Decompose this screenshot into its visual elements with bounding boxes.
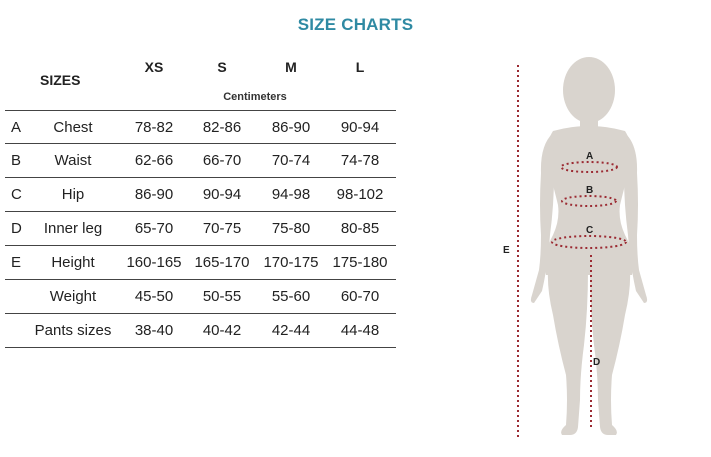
table-cell: 90-94: [340, 119, 380, 136]
column-header-xs: XS: [144, 59, 164, 75]
table-cell: 98-102: [336, 186, 384, 203]
table-header: SIZES XS S M L Centimeters: [5, 52, 396, 110]
label-e: E: [503, 245, 510, 256]
row-label: Hip: [61, 186, 85, 203]
table-cell: 55-60: [271, 288, 311, 305]
table-cell: 94-98: [271, 186, 311, 203]
row-label: Chest: [53, 119, 93, 136]
table-cell: 82-86: [202, 119, 242, 136]
table-cell: 80-85: [340, 220, 380, 237]
table-cell: 90-94: [202, 186, 242, 203]
table-cell: 60-70: [340, 288, 380, 305]
table-row-inner-leg: D Inner leg 65-70 70-75 75-80 80-85: [5, 212, 396, 246]
column-header-m: M: [285, 59, 297, 75]
hip-measure-ring: [551, 235, 627, 249]
table-cell: 75-80: [271, 220, 311, 237]
table-cell: 38-40: [134, 322, 174, 339]
table-cell: 62-66: [134, 152, 174, 169]
table-cell: 44-48: [340, 322, 380, 339]
row-letter: E: [11, 254, 22, 271]
row-letter: D: [11, 220, 22, 237]
size-chart-table: SIZES XS S M L Centimeters A Chest 78-82…: [5, 52, 396, 348]
unit-label: Centimeters: [223, 91, 287, 103]
table-cell: 66-70: [202, 152, 242, 169]
row-label: Weight: [49, 288, 97, 305]
table-cell: 65-70: [134, 220, 174, 237]
table-cell: 74-78: [340, 152, 380, 169]
label-a: A: [586, 151, 593, 162]
page-title: SIZE CHARTS: [297, 15, 414, 34]
table-cell: 170-175: [263, 254, 319, 271]
chest-measure-ring: [560, 161, 618, 173]
table-row-height: E Height 160-165 165-170 170-175 175-180: [5, 246, 396, 280]
column-header-s: S: [217, 59, 227, 75]
waist-measure-ring: [561, 195, 617, 207]
sizes-header: SIZES: [40, 72, 81, 88]
table-cell: 86-90: [134, 186, 174, 203]
table-cell: 78-82: [134, 119, 174, 136]
table-cell: 86-90: [271, 119, 311, 136]
table-row-waist: B Waist 62-66 66-70 70-74 74-78: [5, 144, 396, 178]
row-letter: B: [11, 152, 22, 169]
table-row-pants-sizes: Pants sizes 38-40 40-42 42-44 44-48: [5, 314, 396, 348]
table-cell: 40-42: [202, 322, 242, 339]
table-row-weight: Weight 45-50 50-55 55-60 60-70: [5, 280, 396, 314]
row-letter: C: [11, 186, 22, 203]
row-label: Height: [51, 254, 95, 271]
row-letter: A: [11, 119, 22, 136]
table-cell: 42-44: [271, 322, 311, 339]
table-cell: 70-75: [202, 220, 242, 237]
table-cell: 160-165: [126, 254, 182, 271]
row-label: Inner leg: [43, 220, 103, 237]
row-label: Pants sizes: [34, 322, 112, 339]
table-cell: 70-74: [271, 152, 311, 169]
column-header-l: L: [355, 59, 365, 75]
table-row-hip: C Hip 86-90 90-94 94-98 98-102: [5, 178, 396, 212]
body-measurement-figure: E A B C D: [498, 55, 658, 445]
label-c: C: [586, 225, 593, 236]
body-silhouette-svg: E A B C D: [503, 57, 648, 440]
table-cell: 50-55: [202, 288, 242, 305]
label-d: D: [593, 357, 600, 368]
row-label: Waist: [54, 152, 92, 169]
table-cell: 175-180: [332, 254, 388, 271]
label-b: B: [586, 185, 593, 196]
table-row-chest: A Chest 78-82 82-86 86-90 90-94: [5, 110, 396, 144]
body-silhouette: [530, 57, 648, 435]
table-cell: 45-50: [134, 288, 174, 305]
table-cell: 165-170: [194, 254, 250, 271]
